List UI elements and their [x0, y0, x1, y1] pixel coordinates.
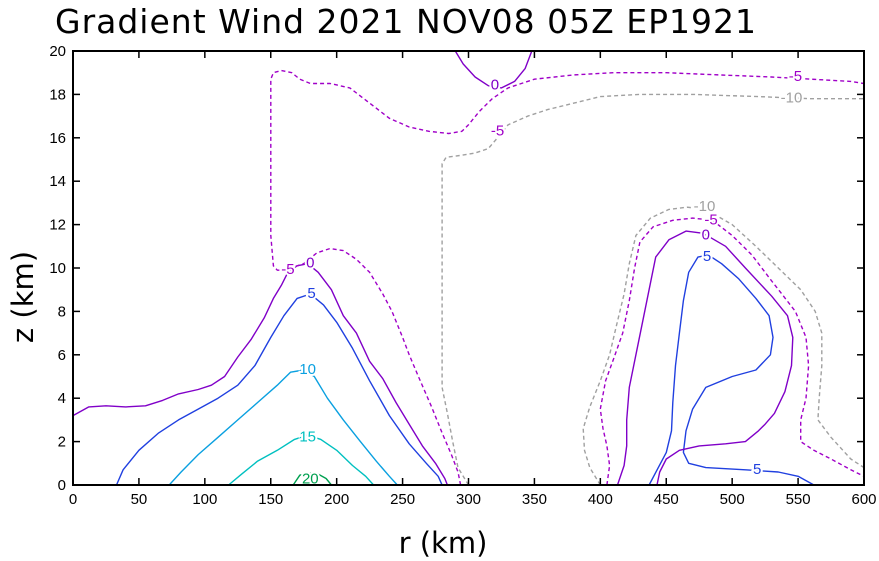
y-tick-label-16: 16 — [49, 130, 66, 147]
y-tick-label-6: 6 — [58, 347, 66, 364]
x-tick-label-550: 550 — [786, 491, 811, 508]
contour-line-5-4 — [648, 254, 815, 486]
contour-label-8: -10 — [694, 198, 716, 215]
contour-line-0-6 — [616, 230, 794, 486]
contour-line-0-5 — [72, 263, 449, 486]
x-tick-label-400: 400 — [588, 491, 613, 508]
x-tick-label-500: 500 — [720, 491, 745, 508]
x-tick-label-300: 300 — [456, 491, 481, 508]
contour-line--10-10 — [582, 206, 865, 486]
contour-label-2: 10 — [299, 361, 316, 378]
contour-label-4: 0 — [306, 255, 314, 272]
chart-title: Gradient Wind 2021 NOV08 05Z EP1921 — [55, 2, 757, 41]
x-tick-label-350: 350 — [522, 491, 547, 508]
axis-ticks: 0 50 100 150 200 250 300 350 400 450 500 550 6000246… — [49, 43, 876, 508]
contour-line--10-11 — [441, 93, 864, 486]
y-axis-title: z (km) — [6, 251, 40, 343]
contour-label-11: 5 — [703, 248, 711, 265]
y-tick-label-8: 8 — [58, 303, 66, 320]
x-tick-label-100: 100 — [192, 491, 217, 508]
y-tick-label-2: 2 — [58, 434, 66, 451]
y-tick-label-4: 4 — [58, 390, 66, 407]
contour-label-13: -5 — [789, 68, 802, 85]
contours-layer — [72, 50, 865, 486]
contour-label-12: 5 — [753, 461, 761, 478]
y-tick-label-12: 12 — [49, 217, 66, 234]
y-tick-label-0: 0 — [58, 477, 66, 494]
y-tick-label-18: 18 — [49, 86, 66, 103]
contour-line-5-3 — [115, 293, 443, 486]
contour-label-9: -5 — [704, 211, 717, 228]
y-tick-label-20: 20 — [49, 43, 66, 60]
contour-line-0-7 — [454, 50, 533, 89]
contour-line-15-1 — [228, 434, 375, 486]
contour-line-20-0 — [292, 472, 332, 486]
contour-label-3: 5 — [307, 285, 315, 302]
contour-line-10-2 — [168, 369, 398, 486]
x-tick-label-150: 150 — [258, 491, 283, 508]
x-tick-label-450: 450 — [654, 491, 679, 508]
x-tick-label-50: 50 — [131, 491, 148, 508]
x-tick-label-0: 0 — [69, 491, 77, 508]
y-tick-label-14: 14 — [49, 173, 66, 190]
x-axis-title: r (km) — [399, 526, 488, 560]
contour-label-6: 0 — [491, 77, 499, 94]
x-tick-label-600: 600 — [851, 491, 876, 508]
x-tick-label-250: 250 — [390, 491, 415, 508]
y-tick-label-10: 10 — [49, 260, 66, 277]
contour-label-7: -5 — [491, 122, 504, 139]
contour-label-5: -5 — [281, 261, 294, 278]
contour-label-10: 0 — [702, 226, 710, 243]
contour-line--5-9 — [599, 217, 865, 486]
contour-label-14: -10 — [781, 90, 803, 107]
contour-label-1: 15 — [299, 428, 316, 445]
contour-line--5-8 — [270, 69, 865, 486]
x-tick-label-200: 200 — [324, 491, 349, 508]
